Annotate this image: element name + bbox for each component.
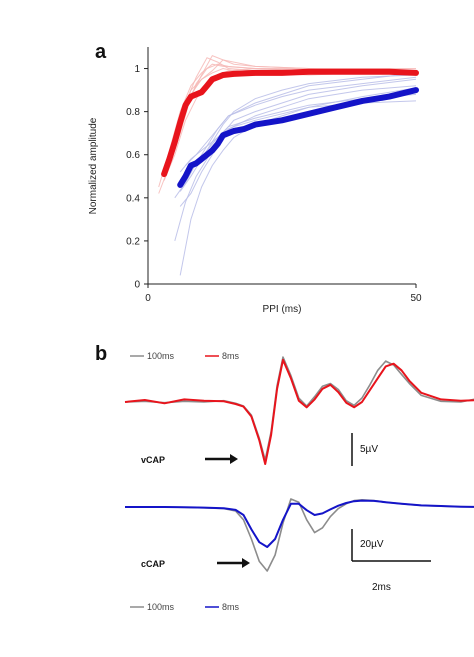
vcap-label: vCAP xyxy=(141,455,165,465)
vcap-scale-label: 5µV xyxy=(360,444,378,455)
individual-trace-blue-8 xyxy=(174,85,417,242)
individual-trace-red-1 xyxy=(158,59,416,194)
x-tick-group: 0 50 xyxy=(145,284,422,304)
ccap-arrow-head xyxy=(242,558,250,568)
y-tick-group: 0 0.2 0.4 0.6 0.8 1 xyxy=(126,64,148,291)
vcap-trace-8ms xyxy=(124,358,474,465)
y-tick-label: 0.8 xyxy=(126,107,140,118)
ccap-arrow xyxy=(217,558,250,568)
panel-a-label: a xyxy=(95,41,107,63)
vcap-arrow-head xyxy=(230,454,238,464)
vcap-arrow xyxy=(205,454,238,464)
vcap-trace-100ms xyxy=(124,356,474,461)
panel-b-label: b xyxy=(95,343,107,365)
y-tick-label: 0.2 xyxy=(126,236,140,247)
x-tick-label: 0 xyxy=(145,293,151,304)
panel-a-chart: 0 0.2 0.4 0.6 0.8 1 0 50 PPI (ms) Normalized a… xyxy=(88,47,422,315)
legend-label-blue: 8ms xyxy=(222,602,240,612)
y-tick-label: 0.4 xyxy=(126,193,140,204)
ccap-trace-8ms xyxy=(125,499,474,548)
individual-trace-blue-9 xyxy=(179,78,417,207)
ccap-traces xyxy=(125,498,474,572)
vcap-traces xyxy=(124,356,474,465)
individual-trace-red-3 xyxy=(163,68,416,181)
y-tick-label: 0.6 xyxy=(126,150,140,161)
individual-trace-blue-14 xyxy=(185,72,417,166)
ccap-scalebar: 20µV 2ms xyxy=(351,529,431,593)
x-axis-title: PPI (ms) xyxy=(263,304,302,315)
y-tick-label: 0 xyxy=(134,280,140,291)
mean-traces xyxy=(161,68,419,188)
legend-label-red: 8ms xyxy=(222,351,240,361)
ccap-label: cCAP xyxy=(141,559,165,569)
legend-label-grey-bottom: 100ms xyxy=(147,602,175,612)
mean-trace-red xyxy=(161,68,419,178)
y-tick-label: 1 xyxy=(134,64,140,75)
legend-label-grey: 100ms xyxy=(147,351,175,361)
vcap-legend: 100ms 8ms xyxy=(130,351,240,361)
y-axis-title: Normalized amplitude xyxy=(88,117,99,214)
vcap-scalebar: 5µV xyxy=(351,433,378,466)
ccap-legend: 100ms 8ms xyxy=(130,602,240,612)
mean-trace-blue xyxy=(177,87,419,188)
x-tick-label: 50 xyxy=(410,293,422,304)
ccap-scale-label: 20µV xyxy=(360,539,384,550)
time-scale-label: 2ms xyxy=(372,582,391,593)
ccap-trace-100ms xyxy=(125,498,474,572)
individual-trace-blue-7 xyxy=(179,87,417,276)
